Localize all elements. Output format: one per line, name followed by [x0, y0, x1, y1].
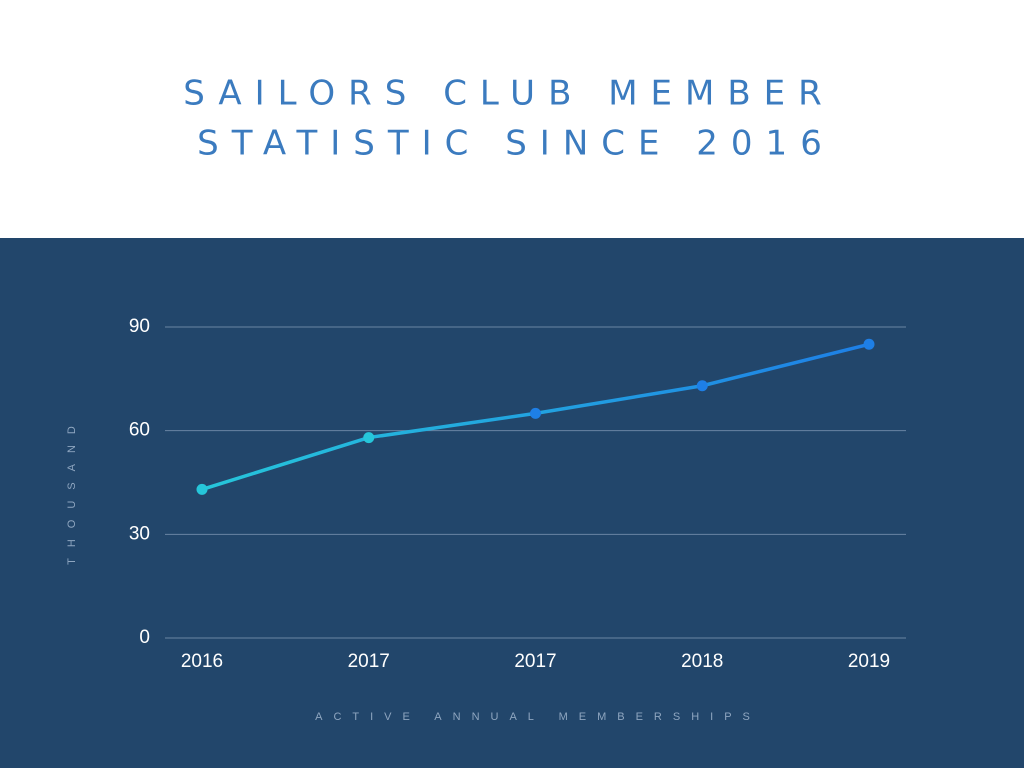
x-tick-label: 2016: [181, 651, 223, 672]
data-point: [196, 483, 208, 495]
chart-title: SAILORS CLUB MEMBER: [183, 74, 835, 114]
y-tick-label: 90: [129, 316, 150, 337]
x-tick-label: 2018: [681, 651, 723, 672]
data-point: [363, 432, 375, 444]
data-point: [863, 338, 875, 350]
y-tick-label: 0: [139, 627, 150, 648]
x-axis-label: ACTIVE ANNUAL MEMBERSHIPS: [315, 711, 761, 723]
x-tick-label: 2019: [848, 651, 890, 672]
x-tick-label: 2017: [348, 651, 390, 672]
x-tick-label: 2017: [514, 651, 556, 672]
chart-title: STATISTIC SINCE 2016: [197, 124, 835, 164]
y-tick-label: 60: [129, 420, 150, 441]
y-tick-label: 30: [129, 523, 150, 544]
chart-panel: [0, 238, 1024, 768]
data-point: [696, 380, 708, 392]
data-point: [530, 407, 541, 419]
y-axis-label: THOUSAND: [66, 415, 78, 565]
